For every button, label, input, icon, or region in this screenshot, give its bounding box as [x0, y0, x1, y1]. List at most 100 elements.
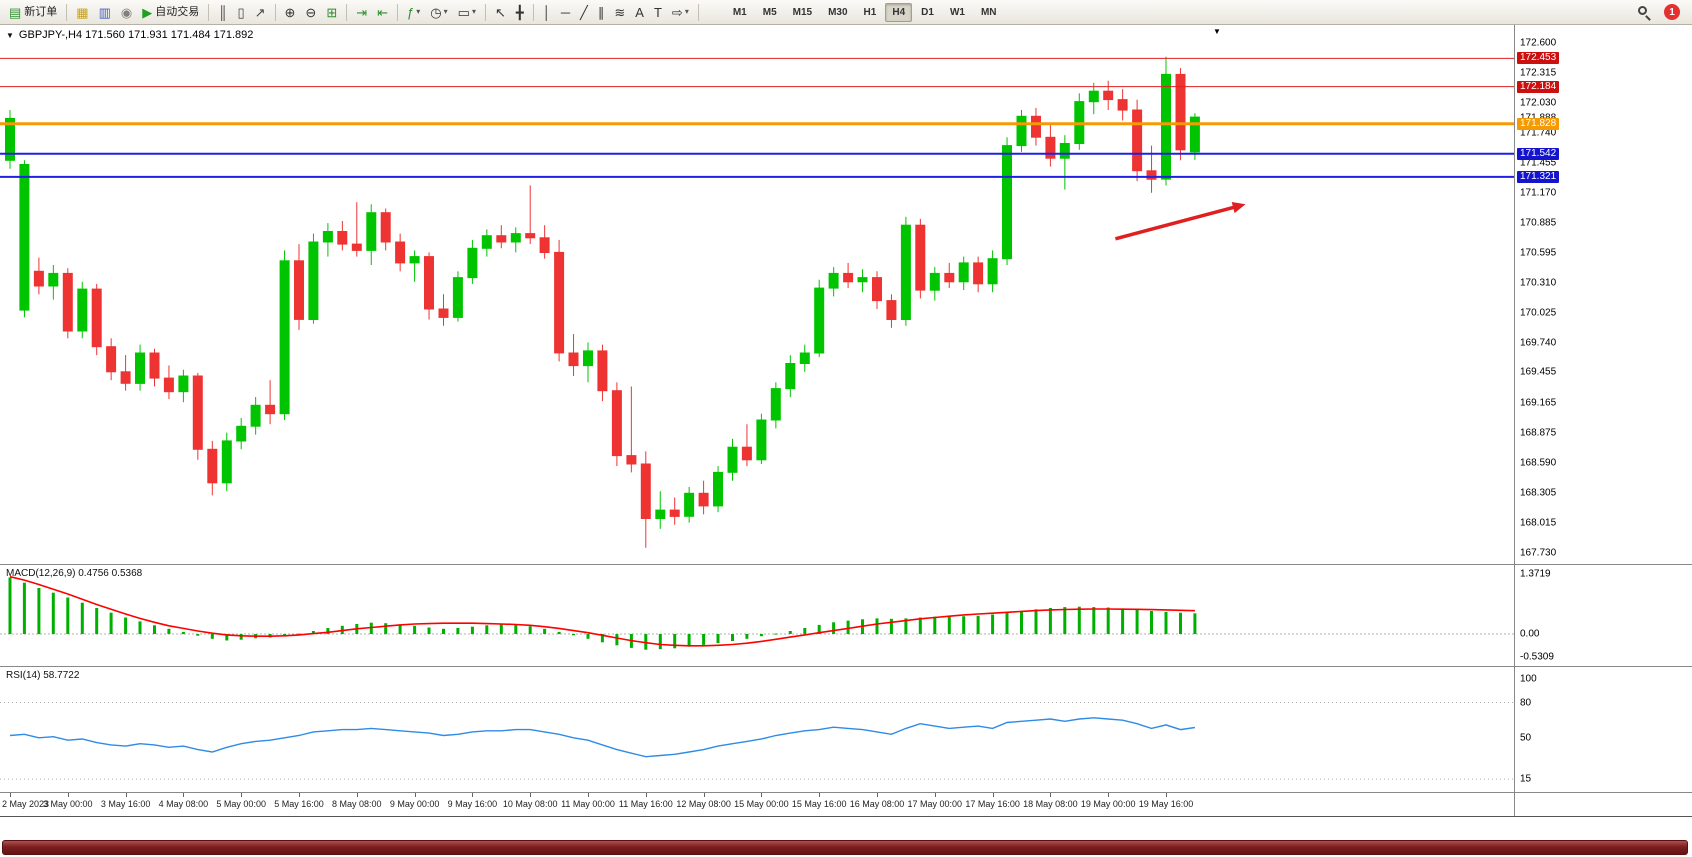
timeframe-h1[interactable]: H1 [863, 6, 877, 18]
chart-title-expand-icon[interactable]: ▼ [6, 30, 14, 40]
candle-body [785, 363, 796, 390]
candle-body [626, 455, 637, 465]
toolbar-items: ▤ 新订单 ▦ ▥ ◉ ▶ 自动交易 ║ ▯ ↗ ⊕ ⊖ ⊞ ⇥ ⇤ ƒ ▾ ◷ ▾ ▭ ▾ ↖ ╋ │ ─ ╱ ∥ ≋ A T ⇨ ▾ [4, 2, 703, 22]
macd-histogram-bar [514, 624, 518, 634]
zoom-out-button[interactable]: ⊖ [301, 2, 320, 22]
price-axis: 172.600 172.315 172.030 171.888 171.740 171.4… [1515, 25, 1692, 564]
macd-histogram-bar [485, 625, 489, 634]
search-icon[interactable] [1637, 5, 1652, 21]
time-tick [241, 793, 243, 797]
time-tick [10, 793, 11, 797]
macd-histogram-bar [875, 618, 879, 635]
market-watch-button[interactable]: ▦ [72, 2, 92, 22]
time-label: 19 May 00:00 [1080, 799, 1136, 809]
timeframe-w1[interactable]: W1 [949, 6, 965, 18]
chevron-down-icon[interactable]: ▾ [471, 7, 476, 16]
chart-shift-marker[interactable]: ▼ [1213, 27, 1221, 36]
candle-body [814, 287, 825, 354]
vertical-line-button[interactable]: │ [539, 2, 555, 22]
data-window-button[interactable]: ▥ [95, 2, 115, 22]
horizontal-scrollbar[interactable] [2, 840, 1688, 855]
candlestick-chart: ▼ GBPJPY-,H4 171.560 171.931 171.484 171… [0, 25, 1515, 564]
zoom-in-button[interactable]: ⊕ [281, 2, 300, 22]
horizontal-line-button[interactable]: ─ [557, 2, 574, 22]
time-tick [67, 793, 69, 797]
text-label-button[interactable]: T [650, 2, 666, 22]
periods-button[interactable]: ◷ ▾ [426, 2, 451, 22]
auto-scroll-button[interactable]: ⇥ [352, 2, 371, 22]
candle-body [1088, 90, 1099, 103]
timeframe-h4[interactable]: H4 [885, 2, 913, 22]
timeframe-d1[interactable]: D1 [921, 6, 934, 18]
trend-arrow[interactable] [1114, 204, 1239, 241]
candle-body [77, 288, 88, 332]
line-chart-button[interactable]: ↗ [251, 2, 270, 22]
toolbar-separator [532, 3, 534, 21]
candle-body [19, 164, 30, 311]
channel-button[interactable]: ∥ [594, 2, 609, 22]
macd-histogram-bar [991, 614, 995, 635]
candle-body [135, 352, 145, 384]
chart-shift-button[interactable]: ⇤ [373, 2, 392, 22]
text-button[interactable]: A [631, 2, 648, 22]
macd-histogram-bar [644, 634, 648, 650]
macd-histogram-bar [442, 628, 445, 634]
notification-badge[interactable]: 1 [1664, 4, 1680, 20]
time-tick [472, 793, 474, 797]
time-tick [1108, 793, 1110, 797]
candle-body [684, 492, 695, 517]
trendline-button[interactable]: ╱ [576, 2, 592, 22]
candle-body [351, 243, 362, 251]
rsi-tick: 15 [1520, 773, 1532, 785]
fibonacci-button[interactable]: ≋ [610, 2, 629, 22]
macd-histogram-bar [124, 617, 128, 634]
crosshair-icon: ╋ [515, 4, 524, 20]
macd-histogram-bar [398, 624, 402, 635]
chevron-down-icon[interactable]: ▾ [684, 7, 689, 16]
time-tick [530, 793, 532, 797]
macd-histogram-bar [557, 631, 561, 635]
bar-chart-button[interactable]: ║ [214, 2, 231, 22]
tile-windows-button[interactable]: ⊞ [322, 2, 341, 22]
price-tick: 168.305 [1520, 487, 1557, 499]
candle-body [192, 375, 203, 450]
indicators-button[interactable]: ƒ ▾ [403, 2, 424, 22]
indicators-icon: ƒ [407, 4, 415, 20]
main-chart-panel: ▼ GBPJPY-,H4 171.560 171.931 171.484 171… [0, 25, 1692, 565]
time-label: 11 May 16:00 [618, 799, 673, 809]
rsi-panel: RSI(14) 58.7722 100 80 50 15 [0, 667, 1692, 793]
macd-histogram-bar [889, 618, 893, 634]
macd-histogram-bar [239, 634, 243, 640]
arrows-button[interactable]: ⇨ ▾ [668, 2, 693, 22]
new-order-button[interactable]: ▤ 新订单 [5, 2, 61, 22]
timeframe-m1[interactable]: M1 [732, 6, 747, 18]
macd-histogram-bar [470, 626, 474, 635]
chevron-down-icon[interactable]: ▾ [443, 7, 448, 16]
trendline-icon: ╱ [580, 4, 588, 20]
channel-icon: ∥ [597, 4, 605, 20]
candlestick-chart-button[interactable]: ▯ [233, 2, 248, 22]
timeframe-mn[interactable]: MN [980, 6, 997, 18]
fibonacci-icon: ≋ [614, 4, 626, 20]
auto-trading-button[interactable]: ▶ 自动交易 [138, 2, 203, 22]
navigator-button[interactable]: ◉ [117, 2, 136, 22]
time-tick [183, 793, 185, 797]
crosshair-button[interactable]: ╋ [512, 2, 528, 22]
price-tick: 169.165 [1520, 397, 1557, 409]
macd-histogram-bar [918, 617, 922, 634]
time-tick [588, 793, 589, 797]
price-tag: 172.453 [1517, 52, 1560, 65]
cursor-button[interactable]: ↖ [491, 2, 510, 22]
timeframe-m5[interactable]: M5 [762, 6, 777, 18]
templates-button[interactable]: ▭ ▾ [454, 2, 480, 22]
timeframe-m15[interactable]: M15 [792, 6, 813, 18]
candle-body [337, 231, 348, 245]
candle-body [554, 251, 565, 354]
macd-histogram-bar [528, 626, 532, 634]
macd-histogram-bar [22, 582, 26, 634]
macd-histogram-bar [210, 634, 214, 639]
chevron-down-icon[interactable]: ▾ [416, 7, 421, 16]
timeframe-m30[interactable]: M30 [828, 6, 848, 18]
auto-trading-button-label: 自动交易 [155, 5, 200, 18]
time-label: 16 May 08:00 [849, 799, 905, 809]
